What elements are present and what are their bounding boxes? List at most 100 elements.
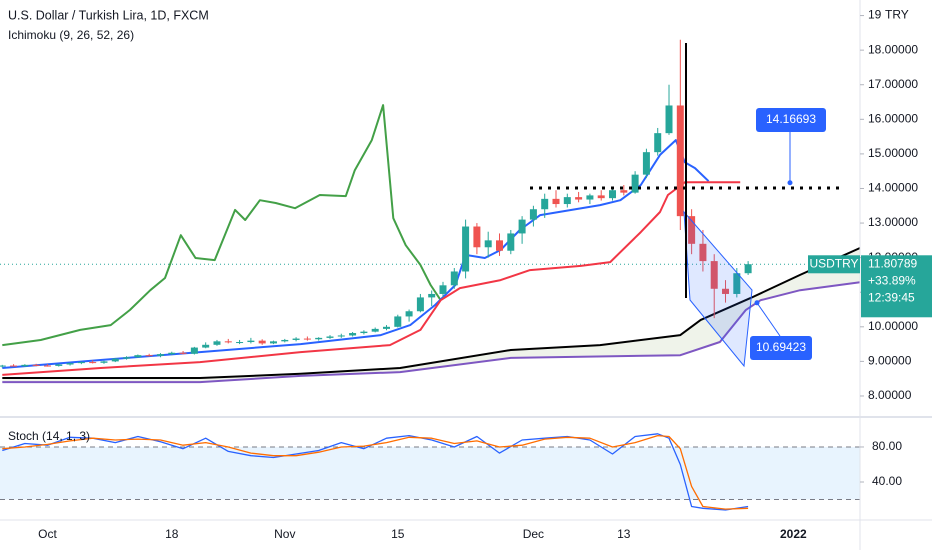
candle-body [620, 190, 628, 193]
y-tick-label: 16.00000 [868, 111, 918, 125]
marks [0, 39, 861, 511]
annotation-point [754, 300, 760, 306]
candle-body [699, 243, 707, 262]
candle-body [586, 195, 594, 200]
candle-body [202, 344, 210, 348]
candle-body [0, 365, 6, 367]
candle-body [269, 341, 277, 344]
stoch-label: Stoch (14, 1, 3) [8, 429, 90, 443]
annotation-label: 14.16693 [766, 112, 816, 126]
stoch-band [0, 446, 860, 500]
y-tick-label: 40.00 [872, 474, 902, 488]
annotation-box [756, 108, 826, 132]
x-tick-label: 13 [617, 527, 631, 541]
candle-body [337, 335, 345, 337]
y-tick-label: 13.00000 [868, 215, 918, 229]
y-tick-label: 80.00 [872, 439, 902, 453]
price-tag-box [861, 255, 932, 318]
candle-body [609, 190, 617, 199]
indicator-label: Ichimoku (9, 26, 52, 26) [8, 28, 134, 42]
candle-body [10, 365, 18, 367]
y-tick-label: 15.00000 [868, 146, 918, 160]
candle-body [722, 288, 730, 294]
indicator-line [2, 247, 861, 379]
annotation-connector [756, 302, 781, 337]
last-price: 11.80789 [868, 256, 917, 270]
chart-title: U.S. Dollar / Turkish Lira, 1D, FXCM [8, 8, 209, 22]
candle-body [21, 364, 29, 367]
candle-body [665, 105, 673, 134]
candle-body [100, 361, 108, 363]
candle-body [631, 174, 639, 193]
y-tick-label: 10.00000 [868, 319, 918, 333]
candle-body [224, 341, 232, 343]
candle-body [744, 264, 752, 274]
x-tick-label: Dec [523, 527, 544, 541]
candle-body [156, 354, 164, 356]
candle-body [89, 362, 97, 364]
candle-body [360, 331, 368, 334]
candle-body [111, 358, 119, 362]
candle-body [642, 152, 650, 175]
candle-body [236, 342, 244, 344]
candle-body [213, 341, 221, 345]
candle-body [597, 195, 605, 199]
candle-body [473, 226, 481, 248]
candle-body [394, 316, 402, 327]
candle-body [190, 347, 198, 354]
candle-body [349, 333, 357, 336]
y-tick-label: 18.00000 [868, 42, 918, 56]
y-tick-label: 14.00000 [868, 181, 918, 195]
indicator-line [2, 433, 749, 511]
indicator-line [2, 181, 741, 376]
candle-body [450, 271, 458, 286]
candle-body [43, 365, 51, 367]
candle-body [66, 363, 74, 365]
candle-body [55, 364, 63, 366]
y-tick-label: 19 [868, 8, 882, 22]
symbol-tag-box [808, 255, 860, 274]
indicator-line [2, 281, 861, 384]
cloud-fill [2, 248, 861, 383]
candle-body [496, 240, 504, 251]
candle-body [405, 311, 413, 317]
candle-body [484, 240, 492, 248]
indicator-line [2, 434, 749, 510]
candle-body [710, 261, 718, 289]
candle-body [77, 362, 85, 364]
candle-body [382, 326, 390, 329]
candle-body [371, 328, 379, 332]
candle-body [145, 355, 153, 357]
candle-body [688, 216, 696, 244]
x-tick-label: Oct [38, 527, 57, 541]
candle-body [462, 226, 470, 272]
candle-body [518, 219, 526, 234]
candle-body [541, 198, 549, 210]
candle-body [563, 197, 571, 205]
indicator-line [2, 104, 442, 347]
candle-body [303, 338, 311, 340]
candle-body [552, 198, 560, 205]
y-tick-label: 17.00000 [868, 77, 918, 91]
candle-body [575, 197, 583, 200]
candle-body [529, 209, 537, 220]
x-tick-label: 2022 [780, 527, 807, 541]
candle-body [507, 233, 515, 251]
candle-body [123, 357, 131, 359]
annotation-label: 10.69423 [756, 340, 806, 354]
y-tick-label: 9.00000 [868, 354, 912, 368]
candle-body [32, 364, 40, 366]
candle-body [281, 339, 289, 342]
annotation-box [750, 336, 812, 360]
symbol-tag: USDTRY [809, 256, 858, 270]
y-tick-label: 8.00000 [868, 388, 912, 402]
candle-body [428, 293, 436, 298]
candle-body [439, 285, 447, 294]
candle-body [134, 355, 142, 358]
x-tick-label: Nov [274, 527, 295, 541]
parallel-channel [683, 210, 753, 368]
candle-body [326, 336, 334, 338]
annotation-point [787, 180, 793, 186]
candle-body [733, 273, 741, 294]
